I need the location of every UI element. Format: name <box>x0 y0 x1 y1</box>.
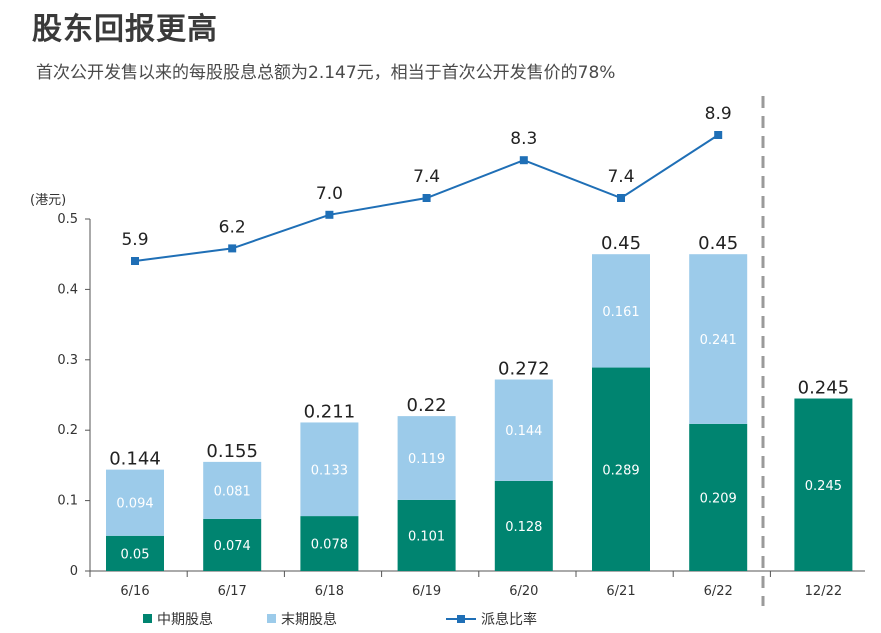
bar-total-label: 0.245 <box>798 378 850 399</box>
x-tick-label: 12/22 <box>805 584 842 599</box>
payout-ratio-label: 7.4 <box>413 167 440 187</box>
bar-total-label: 0.22 <box>407 395 447 416</box>
bar-final-dividend <box>106 469 164 536</box>
bar-label-interim: 0.078 <box>311 538 348 553</box>
y-tick-label: 0.2 <box>57 423 78 438</box>
bar-total-label: 0.272 <box>498 359 550 380</box>
bar-interim-dividend <box>689 423 748 571</box>
bar-label-final: 0.241 <box>700 333 737 348</box>
x-tick-label: 6/18 <box>315 584 344 599</box>
bar-total-label: 0.45 <box>601 233 641 254</box>
payout-ratio-label: 6.2 <box>219 217 246 237</box>
chart-legend: 中期股息 末期股息 派息比率 <box>143 611 537 628</box>
x-tick-label: 6/16 <box>120 584 149 599</box>
bar-interim-dividend <box>592 367 650 571</box>
bar-label-final: 0.094 <box>116 497 153 512</box>
payout-ratio-point <box>131 257 139 265</box>
legend-label-interim: 中期股息 <box>157 611 213 628</box>
bar-interim-dividend <box>300 516 359 571</box>
bar-label-final: 0.081 <box>214 484 251 499</box>
x-tick-label: 6/19 <box>412 584 441 599</box>
bar-interim-dividend <box>794 398 853 571</box>
payout-ratio-point <box>422 194 431 202</box>
bar-interim-dividend <box>397 499 456 571</box>
y-tick-label: 0.1 <box>57 494 78 509</box>
x-tick-label: 6/22 <box>704 584 733 599</box>
page-title: 股东回报更高 <box>32 12 218 47</box>
legend-label-payout: 派息比率 <box>481 611 537 628</box>
bar-label-interim: 0.101 <box>408 529 445 544</box>
legend-swatch-interim <box>143 614 152 623</box>
bar-interim-dividend <box>494 480 553 571</box>
bar-label-final: 0.133 <box>311 463 348 478</box>
payout-ratio-label: 8.9 <box>705 104 732 124</box>
payout-ratio-point <box>228 244 237 253</box>
legend-label-final: 末期股息 <box>281 611 337 628</box>
bar-interim-dividend <box>203 518 262 571</box>
payout-ratio-point <box>325 210 334 219</box>
page-subtitle: 首次公开发售以来的每股股息总额为2.147元，相当于首次公开发售价的78% <box>36 63 616 83</box>
bar-label-final: 0.119 <box>408 452 445 467</box>
payout-ratio-point <box>617 194 625 202</box>
legend-swatch-final <box>267 614 276 623</box>
bar-total-label: 0.45 <box>698 233 738 254</box>
payout-ratio-label: 5.9 <box>121 230 148 250</box>
payout-ratio-label: 7.0 <box>316 184 343 204</box>
x-tick-label: 6/21 <box>606 584 635 599</box>
y-unit-label: (港元) <box>30 193 66 208</box>
payout-line: 5.9 6.2 7.0 7.4 8.3 7.4 8.9 <box>121 104 732 265</box>
payout-ratio-point <box>519 156 528 165</box>
payout-ratio-label: 8.3 <box>510 129 537 149</box>
y-tick-label: 0.5 <box>57 212 78 227</box>
bar-label-interim: 0.209 <box>700 491 737 506</box>
chart-bars: 0.05 0.094 0.144 0.074 0.081 0.155 0.078 0.133 0… <box>106 233 853 571</box>
bar-total-label: 0.155 <box>206 441 258 462</box>
bar-label-interim: 0.128 <box>505 520 542 535</box>
payout-ratio-label: 7.4 <box>607 167 634 187</box>
y-tick-label: 0.3 <box>57 353 78 368</box>
bar-label-final: 0.161 <box>602 305 639 320</box>
bar-final-dividend <box>592 254 650 368</box>
bar-final-dividend <box>203 461 262 519</box>
bar-total-label: 0.144 <box>109 449 161 470</box>
y-tick-label: 0.4 <box>57 282 78 297</box>
x-tick-label: 6/20 <box>509 584 538 599</box>
bar-label-interim: 0.074 <box>214 539 251 554</box>
bar-final-dividend <box>300 422 359 517</box>
bar-interim-dividend <box>106 535 164 571</box>
bar-label-interim: 0.289 <box>602 463 639 478</box>
bar-total-label: 0.211 <box>304 401 356 422</box>
legend-marker-payout <box>457 615 465 623</box>
x-tick-label: 6/17 <box>218 584 247 599</box>
bar-final-dividend <box>689 254 748 424</box>
payout-ratio-point <box>714 131 723 139</box>
bar-final-dividend <box>494 379 553 481</box>
y-tick-label: 0 <box>70 564 78 579</box>
bar-label-final: 0.144 <box>505 424 542 439</box>
bar-final-dividend <box>397 416 456 500</box>
bar-label-interim: 0.245 <box>805 479 842 494</box>
bar-label-interim: 0.05 <box>121 547 150 562</box>
